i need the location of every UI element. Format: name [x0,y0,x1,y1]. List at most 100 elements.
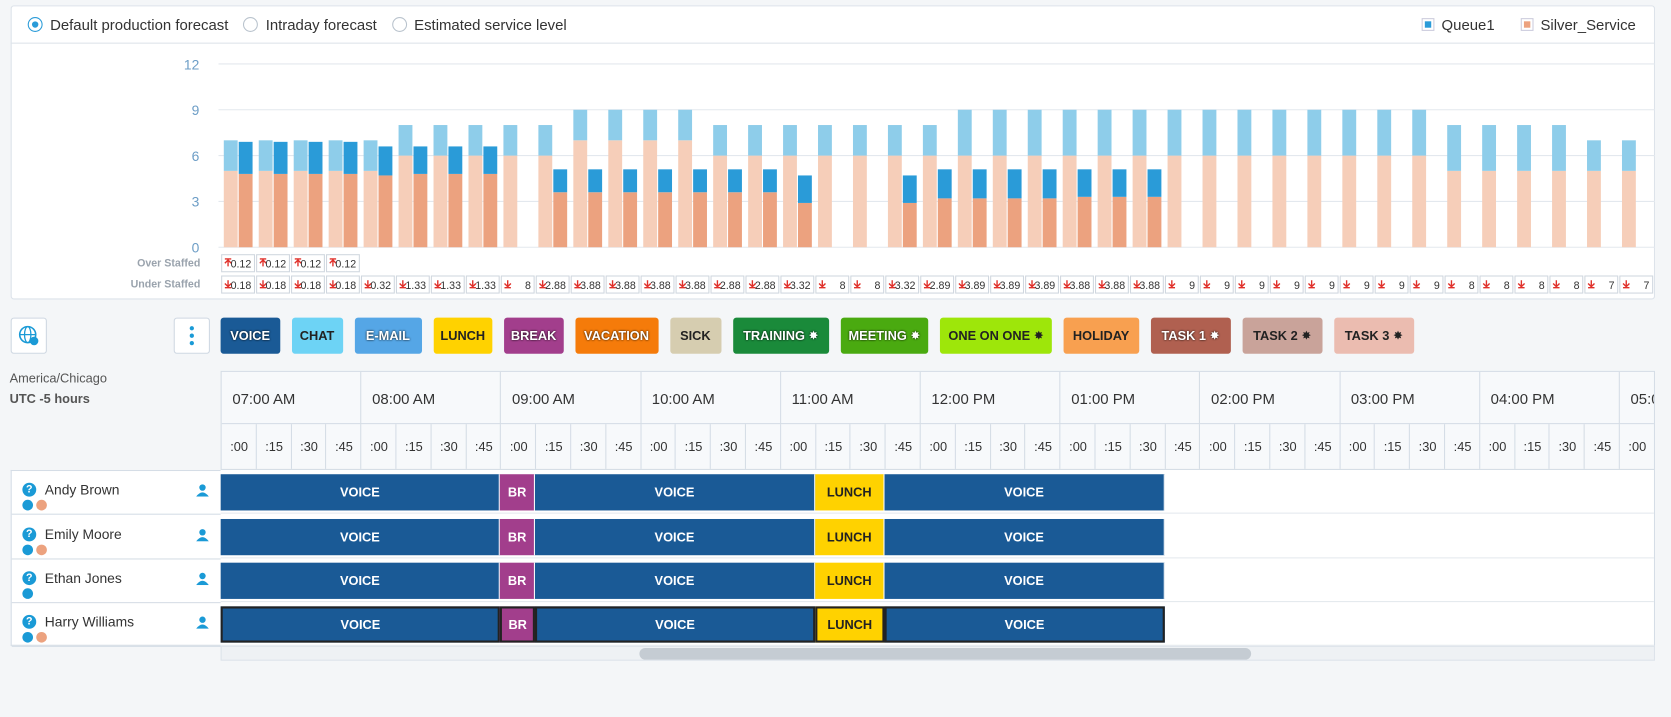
forecast-bar [503,155,518,248]
hour-label: 04:00 PM [1490,390,1555,408]
activity-block[interactable]: VOICE [220,518,501,556]
down-arrow-icon [224,280,232,289]
staffing-cell [1234,275,1269,294]
block-label: VOICE [1004,484,1044,500]
block-label: VOICE [1004,529,1044,545]
staffing-value: 1.33 [475,280,496,292]
activity-block[interactable]: VOICE [884,474,1165,511]
forecast-bar [992,109,1007,156]
scrollbar-thumb[interactable] [639,647,1252,660]
legend-item[interactable]: Silver_Service [1520,16,1636,33]
activity-button[interactable]: VACATION [574,317,659,354]
scheduled-bar [448,173,463,248]
quarter-label: :00 [230,439,249,454]
activity-block[interactable]: VOICE [535,518,815,556]
forecast-bar [1412,109,1427,156]
down-arrow-icon [504,280,512,289]
quarter-label: :15 [1243,439,1262,454]
staffing-value: 3.88 [1104,280,1125,292]
agent-row[interactable]: ? Andy Brown [11,471,222,515]
staffing-value: 1.33 [405,280,426,292]
block-label: VOICE [1004,617,1045,632]
staffing-cell [221,275,256,294]
staffing-cell [1549,275,1584,294]
activity-button[interactable]: TASK 2 ✸ [1242,317,1322,354]
quarter-divider [1548,424,1550,469]
up-arrow-icon [224,258,232,267]
scheduled-bar [588,169,603,193]
quarter-divider [1583,424,1585,469]
activity-button[interactable]: TASK 1 ✸ [1150,317,1231,354]
menu-button[interactable] [173,317,210,354]
staffing-cell [325,275,360,294]
timezone-button[interactable] [10,317,47,354]
radio-option[interactable]: Intraday forecast [243,16,377,33]
staffing-value: 8 [1539,280,1545,292]
activity-button[interactable]: LUNCH [433,317,493,354]
legend-item[interactable]: Queue1 [1421,16,1495,33]
agent-row[interactable]: ? Ethan Jones [11,559,222,604]
skill-dot [22,588,34,599]
quarter-label: :15 [684,439,703,454]
activity-block[interactable]: LUNCH [814,474,885,511]
forecast-bar [1167,155,1182,248]
hour-divider [360,371,362,425]
radio-option[interactable]: Estimated service level [391,16,567,33]
activity-block[interactable]: VOICE [220,606,501,643]
activity-block[interactable]: VOICE [220,562,501,599]
activity-block[interactable]: BR [500,518,536,556]
activity-block[interactable]: LUNCH [814,606,885,643]
activity-label: CHAT [299,328,335,344]
staffing-cell [990,275,1025,294]
activity-block[interactable]: BR [500,474,536,511]
activity-block[interactable]: LUNCH [814,518,885,556]
radio-option[interactable]: Default production forecast [27,16,228,33]
quarter-divider [1234,424,1236,469]
scheduled-bar [1077,169,1092,197]
activity-button[interactable]: VOICE [220,317,280,354]
forecast-bar [852,125,867,156]
staffing-cell [535,275,570,294]
agent-row[interactable]: ? Emily Moore [11,516,222,560]
activity-button[interactable]: TRAINING ✸ [732,317,829,354]
status-icon: ? [22,527,37,542]
activity-block[interactable]: BR [500,562,536,599]
activity-button[interactable]: E-MAIL [354,317,422,354]
activity-block[interactable]: VOICE [884,562,1165,599]
forecast-bar [223,140,238,171]
quarter-label: :00 [370,439,388,454]
staffing-value: 8 [1504,280,1510,292]
block-label: LUNCH [827,617,873,632]
activity-block[interactable]: VOICE [535,606,815,643]
activity-block[interactable]: VOICE [535,474,815,511]
activity-button[interactable]: CHAT [291,317,343,354]
activity-button[interactable]: HOLIDAY [1063,317,1139,354]
hour-label: 10:00 AM [651,390,715,408]
block-label: VOICE [654,573,695,589]
activity-block[interactable]: VOICE [884,606,1165,643]
activity-button[interactable]: MEETING ✸ [840,317,929,354]
activity-button[interactable]: TASK 3 ✸ [1333,317,1414,354]
skill-dot [22,499,34,511]
agent-row[interactable]: ? Harry Williams [11,603,222,647]
quarter-divider [1024,424,1026,469]
forecast-bar [223,170,238,248]
quarter-divider [954,424,956,469]
activity-block[interactable]: LUNCH [814,562,885,599]
activity-block[interactable]: VOICE [884,518,1165,556]
activity-button[interactable]: SICK [669,317,721,354]
activity-block[interactable]: VOICE [535,562,815,599]
radio-circle [27,17,43,32]
down-arrow-icon [678,280,687,289]
scheduled-bar [413,146,428,174]
hour-label: 12:00 PM [931,390,996,408]
agent-name: Harry Williams [44,613,135,630]
activity-button[interactable]: BREAK [504,317,564,354]
activity-block[interactable]: BR [500,606,536,643]
block-label: BR [507,484,527,500]
quarter-label: :45 [614,439,633,454]
activity-block[interactable]: VOICE [220,474,501,511]
forecast-bar [1307,155,1322,248]
status-icon: ? [22,482,37,497]
activity-button[interactable]: ONE ON ONE ✸ [939,317,1052,354]
